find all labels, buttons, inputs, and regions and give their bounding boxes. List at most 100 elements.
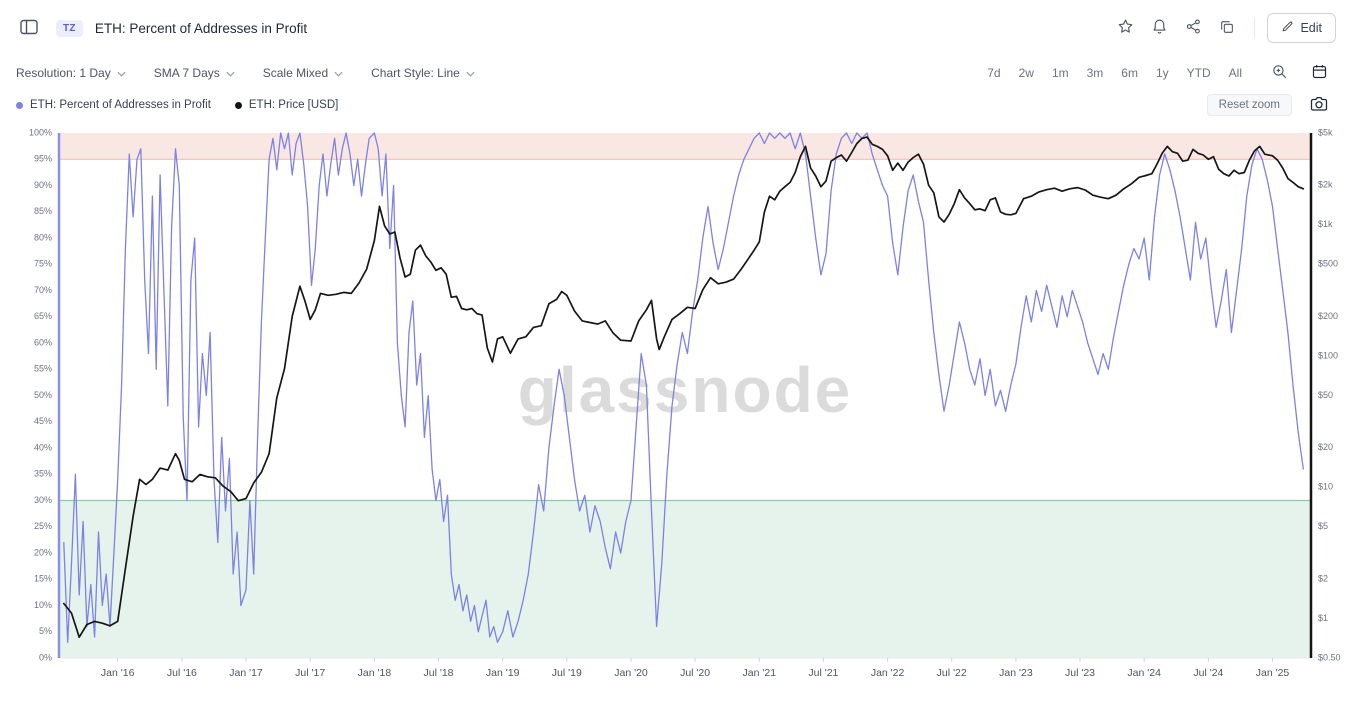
x-axis-labels: Jan '16 Jul '16 Jan '17 Jul '17 Jan '18 Jul '… — [101, 658, 1289, 679]
legend-dot-black — [234, 101, 242, 109]
svg-text:$1: $1 — [1318, 613, 1328, 623]
svg-text:$5: $5 — [1318, 521, 1328, 531]
svg-text:20%: 20% — [34, 547, 52, 557]
range-1m[interactable]: 1m — [1046, 63, 1075, 83]
svg-text:$10: $10 — [1318, 482, 1333, 492]
svg-text:35%: 35% — [34, 469, 52, 479]
toolbar-right: 7d 2w 1m 3m 6m 1y YTD All — [981, 58, 1334, 88]
screenshot-button[interactable] — [1304, 90, 1334, 120]
svg-text:Jul '20: Jul '20 — [680, 667, 710, 679]
zoom-area-button[interactable] — [1264, 58, 1294, 88]
sma-dropdown[interactable]: SMA 7 Days — [154, 66, 235, 80]
topbar-left: TZ ETH: Percent of Addresses in Profit — [14, 13, 307, 43]
svg-text:70%: 70% — [34, 285, 52, 295]
scale-dropdown-label: Scale Mixed — [262, 66, 329, 80]
share-button[interactable] — [1178, 13, 1208, 43]
price-profit-chart[interactable]: Jan '16 Jul '16 Jan '17 Jul '17 Jan '18 Jul '… — [0, 120, 1350, 700]
svg-text:$20: $20 — [1318, 442, 1333, 452]
svg-text:$0.50: $0.50 — [1318, 652, 1341, 662]
range-7d[interactable]: 7d — [981, 63, 1006, 83]
chart-style-dropdown[interactable]: Chart Style: Line — [371, 66, 475, 80]
svg-text:Jan '21: Jan '21 — [743, 667, 777, 679]
topbar: TZ ETH: Percent of Addresses in Profit — [0, 0, 1350, 56]
svg-text:$100: $100 — [1318, 350, 1338, 360]
date-picker-button[interactable] — [1304, 58, 1334, 88]
svg-text:$5k: $5k — [1318, 127, 1333, 137]
legend-item-eth-price[interactable]: ETH: Price [USD] — [234, 99, 339, 111]
camera-icon — [1310, 96, 1328, 115]
svg-text:5%: 5% — [39, 626, 52, 636]
range-ytd[interactable]: YTD — [1181, 63, 1217, 83]
svg-text:25%: 25% — [34, 521, 52, 531]
scale-dropdown[interactable]: Scale Mixed — [263, 66, 343, 80]
range-2w[interactable]: 2w — [1013, 63, 1040, 83]
svg-text:Jan '24: Jan '24 — [1127, 667, 1161, 679]
bell-icon — [1151, 18, 1168, 38]
chart-area: Jan '16 Jul '16 Jan '17 Jul '17 Jan '18 Jul '… — [0, 120, 1350, 700]
svg-text:Jul '21: Jul '21 — [808, 667, 838, 679]
resolution-dropdown[interactable]: Resolution: 1 Day — [16, 66, 126, 80]
legend-dot-blue — [16, 101, 23, 109]
svg-text:10%: 10% — [34, 600, 52, 610]
legend: ETH: Percent of Addresses in Profit ETH:… — [16, 99, 338, 111]
svg-text:Jan '19: Jan '19 — [486, 667, 520, 679]
legend-bar: ETH: Percent of Addresses in Profit ETH:… — [0, 90, 1350, 120]
range-6m[interactable]: 6m — [1115, 63, 1144, 83]
svg-text:$500: $500 — [1318, 259, 1338, 269]
legend-label: ETH: Price [USD] — [248, 99, 339, 111]
svg-text:95%: 95% — [34, 154, 52, 164]
left-axis-labels: 0% 5% 10% 15% 20% 25% 30% 35% 40% 45% 50% 55% 60% 65%… — [29, 127, 52, 662]
sidebar-toggle-icon — [20, 19, 38, 38]
watermark: glassnode — [518, 354, 853, 426]
svg-text:Jan '18: Jan '18 — [358, 667, 392, 679]
favorite-button[interactable] — [1110, 13, 1140, 43]
svg-text:90%: 90% — [34, 180, 52, 190]
dropdown-group: Resolution: 1 Day SMA 7 Days Scale Mixed… — [16, 66, 503, 80]
svg-text:Jul '17: Jul '17 — [295, 667, 325, 679]
calendar-icon — [1311, 63, 1328, 83]
range-3m[interactable]: 3m — [1081, 63, 1110, 83]
edit-button[interactable]: Edit — [1267, 13, 1336, 43]
svg-text:Jul '23: Jul '23 — [1065, 667, 1095, 679]
svg-text:0%: 0% — [39, 652, 52, 662]
legend-label: ETH: Percent of Addresses in Profit — [30, 99, 211, 111]
series-eth-percent-of-addresses-in-profit — [63, 132, 1304, 643]
legend-item-percent-in-profit[interactable]: ETH: Percent of Addresses in Profit — [16, 99, 211, 111]
star-icon — [1117, 18, 1134, 38]
alerts-button[interactable] — [1144, 13, 1174, 43]
svg-text:$200: $200 — [1318, 311, 1338, 321]
glassnode-studio-window: TZ ETH: Percent of Addresses in Profit — [0, 0, 1350, 700]
right-axis-labels: $5k $2k $1k $500 $200 $100 $50 $20 $10 $5 $2 $1 $0.5… — [1318, 127, 1341, 662]
svg-text:50%: 50% — [34, 390, 52, 400]
range-all[interactable]: All — [1223, 63, 1248, 83]
time-range-group: 7d 2w 1m 3m 6m 1y YTD All — [981, 63, 1248, 83]
svg-text:60%: 60% — [34, 337, 52, 347]
share-icon — [1185, 18, 1202, 38]
svg-text:80%: 80% — [34, 232, 52, 242]
range-1y[interactable]: 1y — [1150, 63, 1175, 83]
svg-text:Jul '24: Jul '24 — [1193, 667, 1223, 679]
chevron-down-icon — [466, 66, 475, 80]
band-0 — [60, 133, 1311, 160]
duplicate-button[interactable] — [1212, 13, 1242, 43]
chart-style-dropdown-label: Chart Style: Line — [371, 66, 460, 80]
svg-text:Jul '22: Jul '22 — [937, 667, 967, 679]
svg-text:Jan '20: Jan '20 — [614, 667, 648, 679]
svg-text:75%: 75% — [34, 259, 52, 269]
reset-zoom-button[interactable]: Reset zoom — [1206, 94, 1292, 116]
chart-toolbar: Resolution: 1 Day SMA 7 Days Scale Mixed… — [0, 56, 1350, 90]
svg-text:$2k: $2k — [1318, 180, 1333, 190]
svg-text:Jan '17: Jan '17 — [229, 667, 263, 679]
resolution-dropdown-label: Resolution: 1 Day — [16, 66, 111, 80]
topbar-divider — [1254, 18, 1256, 38]
topbar-right: Edit — [1110, 13, 1336, 43]
svg-text:$50: $50 — [1318, 390, 1333, 400]
svg-text:Jul '19: Jul '19 — [552, 667, 582, 679]
sidebar-toggle-button[interactable] — [14, 13, 44, 43]
page-title: ETH: Percent of Addresses in Profit — [94, 20, 308, 36]
svg-text:$2: $2 — [1318, 573, 1328, 583]
svg-text:30%: 30% — [34, 495, 52, 505]
svg-text:Jan '22: Jan '22 — [871, 667, 905, 679]
magnifier-icon — [1271, 63, 1288, 83]
workspace-badge: TZ — [56, 19, 83, 37]
